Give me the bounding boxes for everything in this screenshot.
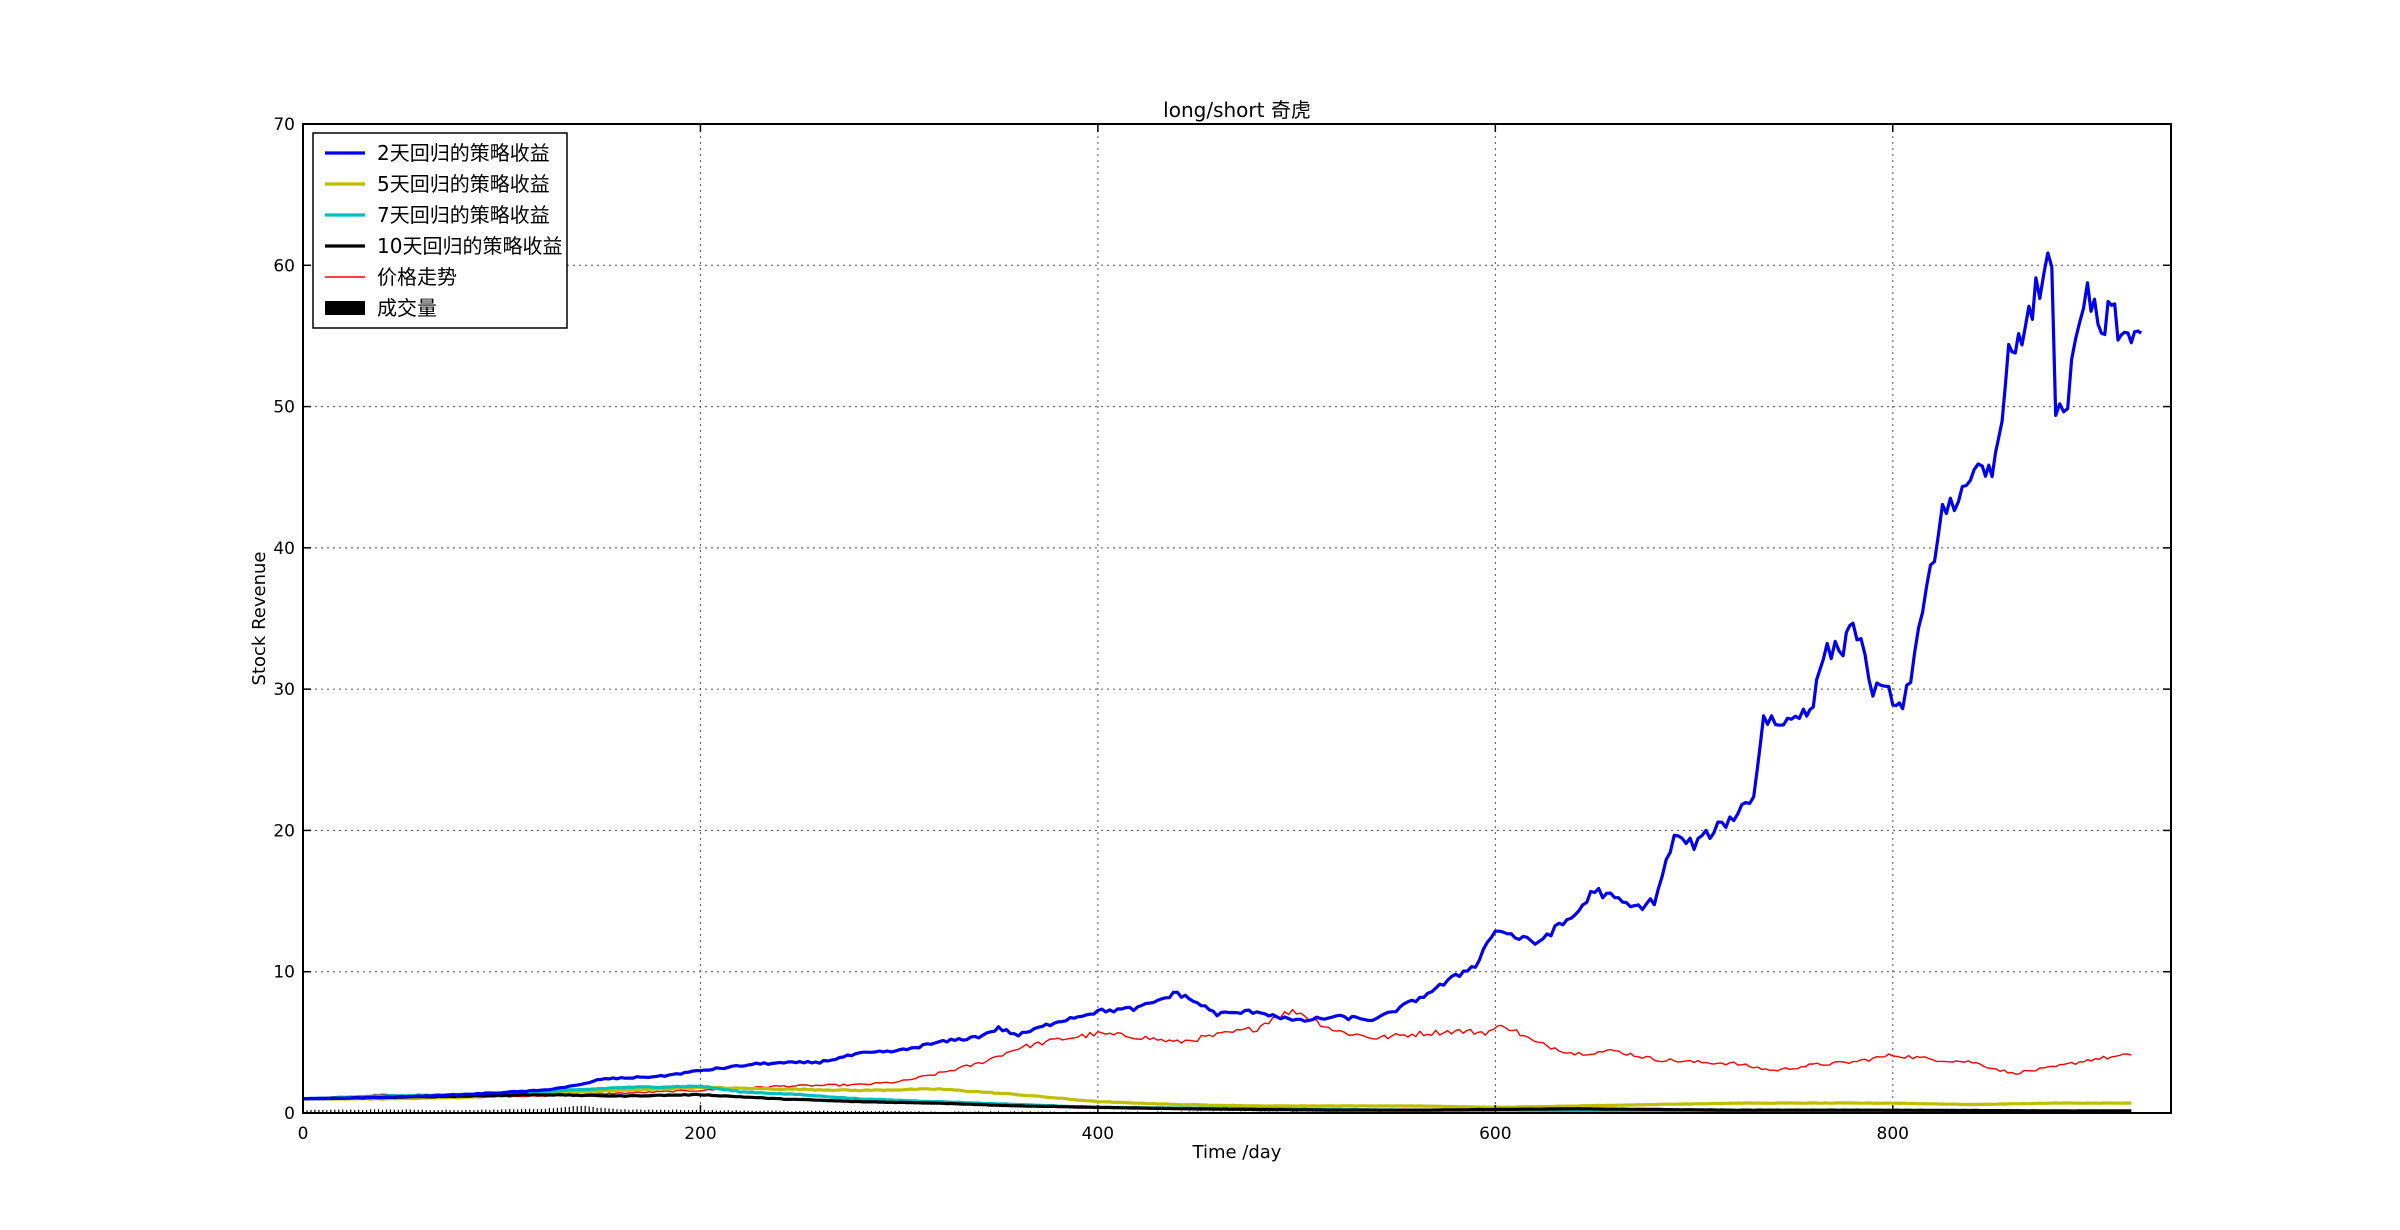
plot-frame [302,123,2172,1114]
series-line-4 [302,1008,2132,1100]
y-tick-label: 0 [284,1104,295,1124]
x-tick-label: 800 [1877,1124,1909,1144]
legend: 2天回归的策略收益 5天回归的策略收益 7天回归的策略收益 10天回归的策略收益价格走… [312,132,568,329]
legend-label: 价格走势 [377,265,457,289]
y-tick-label: 10 [273,963,295,983]
x-tick-label: 0 [298,1124,309,1144]
x-tick-label: 400 [1082,1124,1114,1144]
legend-label: 2天回归的策略收益 [377,141,550,165]
y-tick-label: 70 [273,115,295,135]
y-tick-label: 20 [273,821,295,841]
y-tick-label: 30 [273,680,295,700]
y-tick-label: 60 [273,256,295,276]
legend-label: 7天回归的策略收益 [377,203,550,227]
chart-title: long/short 奇虎 [1163,98,1311,122]
x-tick-label: 600 [1479,1124,1511,1144]
y-tick-label: 50 [273,398,295,418]
series-line-3 [302,1092,2132,1113]
legend-swatch [325,301,365,315]
y-tick-label: 40 [273,539,295,559]
series-line-1 [302,1085,2132,1109]
axis-ticks: 0 200 400 600 800 0 10 20 30 40 50 60 70 [273,115,2171,1144]
legend-label: 10天回归的策略收益 [377,234,562,258]
x-axis-title: Time /day [1192,1142,1282,1163]
legend-box [312,132,568,329]
series-line-0 [302,251,2143,1101]
x-tick-label: 200 [684,1124,716,1144]
legend-label: 成交量 [377,296,437,320]
y-axis-title: Stock Revenue [249,552,270,686]
legend-label: 5天回归的策略收益 [377,172,550,196]
